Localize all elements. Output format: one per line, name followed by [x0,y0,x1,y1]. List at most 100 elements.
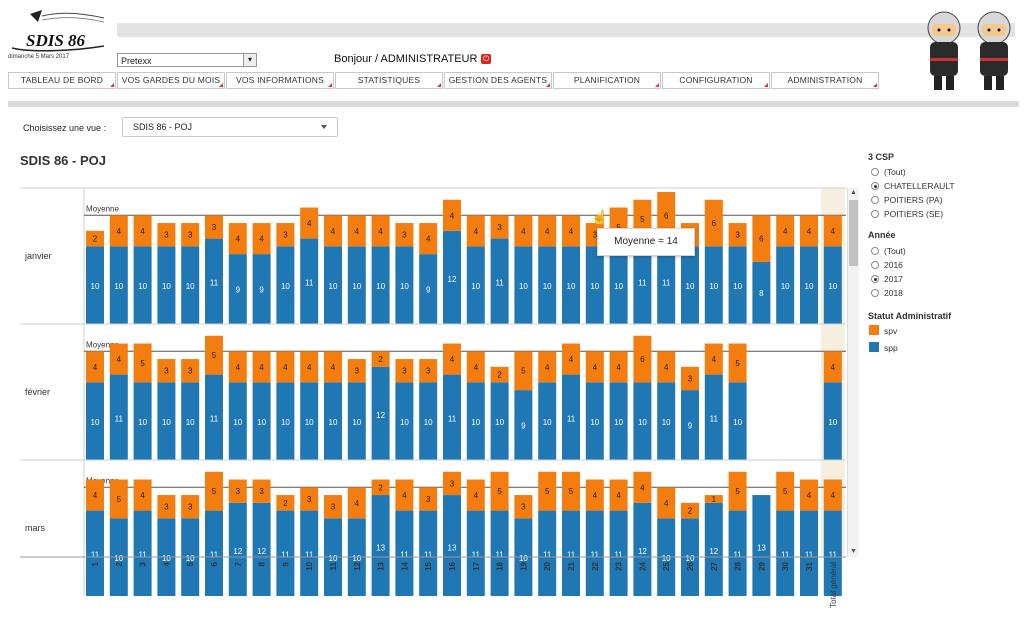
x-tick-label: 27 [710,561,719,570]
chevron-down-icon[interactable] [321,125,327,129]
bar-spv-label: 3 [164,367,169,376]
annee-option-label[interactable]: 2018 [884,288,903,298]
nav-vos-gardes[interactable]: VOS GARDES DU MOIS [117,72,225,89]
csp-option-label[interactable]: POITIERS (SE) [884,209,944,219]
nav-configuration[interactable]: CONFIGURATION [662,72,770,89]
bar-spp-label: 13 [757,544,766,553]
chart-scrollbar[interactable]: ▲ ▼ [847,188,859,557]
bar-spv-label: 3 [426,495,431,504]
bar-spp-label: 13 [448,544,457,553]
bar-spv-label: 4 [236,235,241,244]
bar-spv-label: 6 [640,355,645,364]
annee-radio[interactable] [871,261,879,269]
bar-spv-label: 4 [259,363,264,372]
view-select-value: SDIS 86 - POJ [133,122,193,132]
bar-spp-label: 10 [686,554,695,563]
bar-spp-label: 11 [472,551,481,560]
legend-label-spp[interactable]: spp [884,343,898,353]
bar-spv [276,495,295,511]
bar-spv [276,351,295,383]
bar-spp-label: 10 [590,282,599,291]
bar-spp-label: 12 [448,275,457,284]
nav-gestion-agents[interactable]: GESTION DES AGENTS [444,72,552,89]
bar-spp-label: 10 [162,418,171,427]
bar-spv-label: 3 [259,487,264,496]
bar-spp [538,246,557,324]
csp-radio[interactable] [871,182,879,190]
power-icon[interactable]: ⏻ [481,54,491,64]
csp-radio[interactable] [871,196,879,204]
firefighter-mascots [920,8,1020,94]
annee-radio[interactable] [871,289,879,297]
x-tick-label: 16 [448,561,457,570]
csp-option-label[interactable]: (Tout) [884,167,906,177]
csp-option-label[interactable]: CHATELLERAULT [884,181,955,191]
nav-tableau-de-bord[interactable]: TABLEAU DE BORD [8,72,116,89]
bar-spp-label: 11 [210,279,219,288]
logo-text: SDIS 86 [26,31,86,50]
bar-spv-label: 3 [283,231,288,240]
annee-radio[interactable] [871,275,879,283]
bar-spp-label: 10 [543,418,552,427]
bar-spv-label: 2 [688,507,693,516]
bar-spp [633,382,652,460]
nav-planification[interactable]: PLANIFICATION [553,72,661,89]
bar-spp [609,246,628,324]
csp-radio[interactable] [871,210,879,218]
bar-spp-label: 10 [709,282,718,291]
scroll-thumb[interactable] [849,200,858,266]
bar-spp-label: 10 [352,282,361,291]
bar-spp-label: 10 [186,554,195,563]
header-bar [117,23,1015,37]
bar-spp-label: 10 [828,282,837,291]
bar-spv [371,215,390,247]
bar-spp [823,510,842,596]
mean-line-label: Moyenne [86,204,119,213]
annee-radio[interactable] [871,247,879,255]
statut-legend-title: Statut Administratif [868,311,952,321]
annee-option-label[interactable]: 2017 [884,274,903,284]
bar-spv-label: 4 [93,363,98,372]
bar-spv-label: 4 [831,227,836,236]
bar-spp [181,382,200,460]
bar-spp [490,382,509,460]
bar-spv-label: 5 [545,487,550,496]
legend-swatch-spv[interactable] [869,325,879,335]
bar-spp [514,246,533,324]
annee-option-label[interactable]: (Tout) [884,246,906,256]
bar-spp [371,495,390,596]
bar-spp [443,495,461,596]
chevron-down-icon[interactable]: ▾ [243,54,256,66]
nav-administration[interactable]: ADMINISTRATION [771,72,879,89]
scroll-up-icon[interactable]: ▲ [850,189,857,196]
bar-spp-label: 9 [688,422,693,431]
bar-spv [228,479,247,503]
bar-spp-label: 12 [376,411,385,420]
csp-option-label[interactable]: POITIERS (PA) [884,195,943,205]
csp-radio[interactable] [871,168,879,176]
legend-swatch-spp[interactable] [869,342,879,352]
bar-spv [823,479,842,511]
annee-option-label[interactable]: 2016 [884,260,903,270]
user-select[interactable]: Pretexx ▾ [117,53,257,67]
legend-label-spv[interactable]: spv [884,326,898,336]
bar-spv-label: 2 [497,371,502,380]
nav-vos-informations[interactable]: VOS INFORMATIONS [226,72,334,89]
bar-spp-label: 10 [329,554,338,563]
bar-spp-label: 11 [733,551,742,560]
scroll-down-icon[interactable]: ▼ [850,548,857,555]
bar-spv-label: 4 [616,363,621,372]
bar-spp-label: 11 [138,551,147,560]
bar-spv [205,215,223,239]
bar-spp-label: 11 [829,551,838,560]
view-select[interactable]: SDIS 86 - POJ [122,117,338,137]
bar-spv-label: 3 [593,231,598,240]
bar-spp [443,374,461,460]
nav-statistiques[interactable]: STATISTIQUES [335,72,443,89]
x-tick-label: 17 [472,561,481,570]
bar-spp [276,382,295,460]
bar-spv-label: 4 [616,491,621,500]
bar-spv [157,359,176,383]
bar-spv-label: 3 [450,479,455,488]
bar-spv [276,223,295,247]
